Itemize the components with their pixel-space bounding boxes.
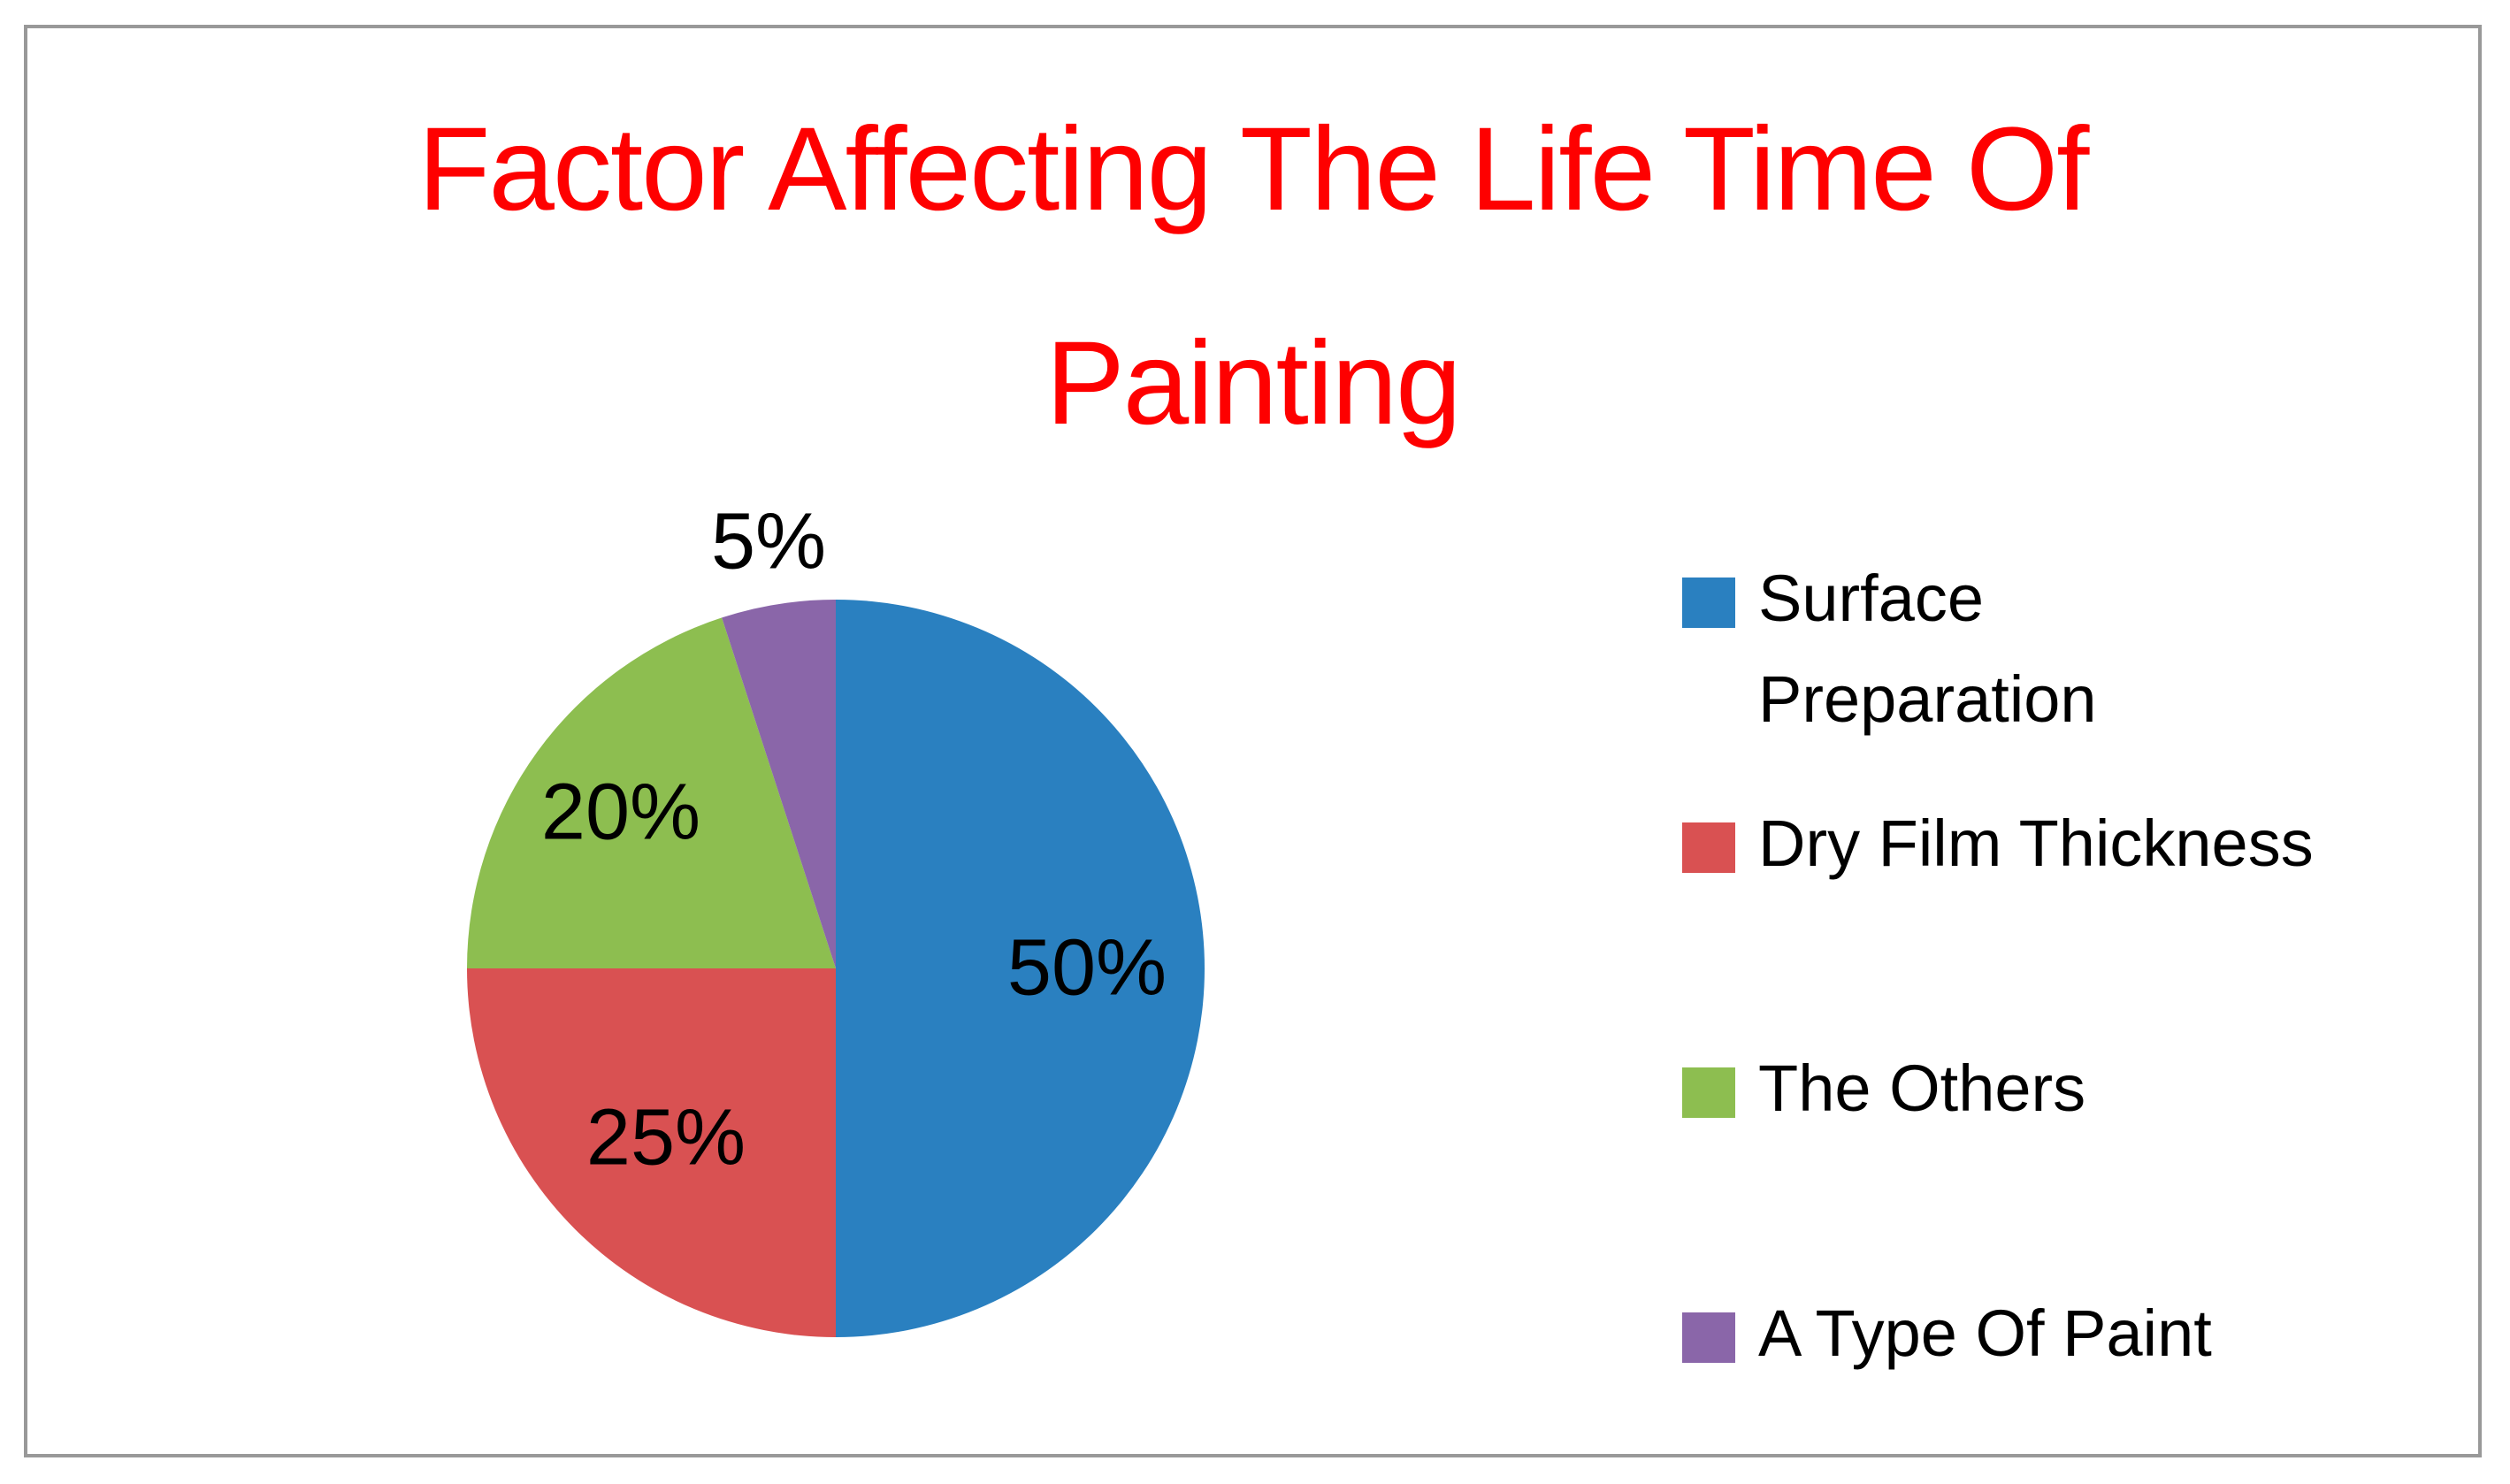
legend-item-the-others: The Others xyxy=(1682,1052,2085,1139)
data-label-dry-film-thickness: 25% xyxy=(585,1093,746,1182)
legend-swatch-the-others xyxy=(1682,1067,1735,1118)
chart-title-line1: Factor Affecting The Life Time Of xyxy=(417,103,2090,235)
pie-slice-dry-film-thickness xyxy=(467,968,836,1337)
pie-slice-the-others xyxy=(467,617,836,968)
data-label-the-others: 20% xyxy=(540,768,701,857)
data-label-surface-preparation: 50% xyxy=(1006,923,1167,1013)
pie-slice-surface-preparation xyxy=(836,600,1205,1337)
legend-item-surface-preparation: Surface Preparation xyxy=(1682,562,2097,750)
legend-label-dry-film-thickness: Dry Film Thickness xyxy=(1758,793,2314,894)
chart-title-line2: Painting xyxy=(1045,317,1461,449)
pie-chart xyxy=(467,600,1205,1337)
legend-swatch-surface-preparation xyxy=(1682,578,1735,628)
legend-label-line: The Others xyxy=(1758,1052,2086,1125)
legend-label-line: Preparation xyxy=(1758,662,2097,736)
legend-label-surface-preparation: Surface Preparation xyxy=(1758,548,2097,750)
legend-label-line: Surface xyxy=(1758,562,1985,635)
legend-swatch-a-type-of-paint xyxy=(1682,1312,1735,1363)
legend-label-line: Dry Film Thickness xyxy=(1758,807,2314,880)
pie-slice-a-type-of-paint xyxy=(722,600,836,968)
legend-label-line: A Type Of Paint xyxy=(1758,1297,2212,1370)
chart-area-border xyxy=(24,25,2482,1457)
legend-item-a-type-of-paint: A Type Of Paint xyxy=(1682,1297,2212,1384)
chart-title: Factor Affecting The Life Time Of Painti… xyxy=(24,63,2482,491)
data-label-a-type-of-paint: 5% xyxy=(710,497,827,586)
legend-label-a-type-of-paint: A Type Of Paint xyxy=(1758,1283,2212,1384)
legend-swatch-dry-film-thickness xyxy=(1682,822,1735,873)
legend-item-dry-film-thickness: Dry Film Thickness xyxy=(1682,807,2314,894)
legend-label-the-others: The Others xyxy=(1758,1038,2085,1139)
